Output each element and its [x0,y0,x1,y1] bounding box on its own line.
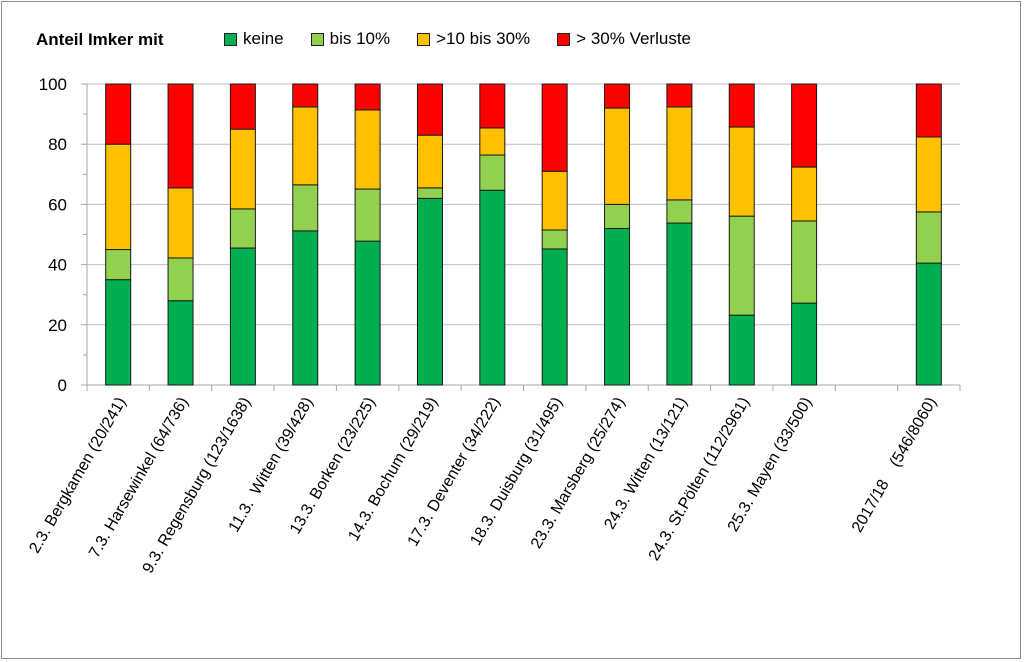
legend-swatch-verluste [557,32,571,46]
bar-segment-0 [915,262,942,386]
y-tick-label: 100 [39,75,67,94]
bar-segment-3 [229,83,256,130]
legend-item-bis-10: bis 10% [310,29,391,49]
bar-segment-1 [604,203,631,229]
legend-swatch-bis-10 [310,32,324,46]
bar-segment-1 [479,154,506,191]
bar-segment-1 [292,184,319,232]
bar-segment-1 [915,211,942,264]
legend-label-10-bis-30: >10 bis 30% [436,29,531,48]
bar-segment-1 [167,257,194,302]
bar-segment-2 [292,106,319,186]
bar-segment-2 [666,106,693,201]
legend: keine bis 10% >10 bis 30% > 30% Verluste [224,29,718,49]
bar-segment-0 [666,222,693,386]
bar-segment-3 [728,83,755,128]
y-tick-label: 20 [48,316,67,335]
bar-segment-2 [541,170,568,231]
bar-segment-0 [791,302,818,386]
bar-segment-0 [416,197,443,386]
bar-segment-3 [915,83,942,138]
bar-segment-2 [105,143,132,251]
bar-segment-3 [354,83,381,111]
y-tick-label: 80 [48,135,67,154]
bar-segment-1 [791,220,818,304]
x-tick-label: 9.3. Regensburg (123/1638) [140,395,255,577]
legend-label-verluste: > 30% Verluste [576,29,691,48]
bar-segment-1 [354,188,381,242]
legend-swatch-10-bis-30 [417,32,431,46]
bar-segment-1 [541,229,568,250]
bar-segment-0 [292,230,319,386]
y-tick-label: 60 [48,195,67,214]
y-tick-label: 0 [58,376,67,395]
bar-segment-0 [604,227,631,386]
bar-segment-3 [666,83,693,108]
bar-segment-2 [479,127,506,156]
legend-item-keine: keine [224,29,284,49]
legend-label-keine: keine [243,29,284,48]
bar-segment-0 [541,248,568,386]
bar-segment-2 [167,187,194,259]
x-tick-label: 2017/18 (546/8060) [849,395,940,536]
bar-segment-3 [105,83,132,145]
bar-segment-0 [728,314,755,386]
bar-segment-2 [728,126,755,217]
bar-segment-1 [416,187,443,199]
bar-segment-0 [105,279,132,386]
bar-segment-1 [666,199,693,224]
bar-segment-1 [728,215,755,316]
bar-segment-3 [416,83,443,136]
bar-segment-3 [541,83,568,172]
bar-segment-0 [354,240,381,386]
bar-segment-3 [479,83,506,129]
bar-segment-3 [292,83,319,108]
legend-title: Anteil Imker mit [36,30,164,49]
bar-segment-2 [354,109,381,190]
bar-segment-0 [167,300,194,386]
legend-item-verluste: > 30% Verluste [557,29,691,49]
legend-label-bis-10: bis 10% [329,29,391,48]
bar-segment-2 [416,134,443,189]
bar-segment-0 [479,189,506,386]
bar-segment-3 [791,83,818,168]
bar-segment-2 [915,136,942,213]
legend-swatch-keine [224,32,237,46]
bar-segment-2 [604,107,631,205]
y-tick-label: 40 [48,256,67,275]
bar-segment-1 [105,249,132,281]
legend-item-10-bis-30: >10 bis 30% [417,29,530,49]
bar-segment-2 [791,166,818,222]
bar-segment-3 [604,83,631,109]
bar-segment-3 [167,83,194,189]
bar-segment-0 [229,247,256,386]
bar-segment-2 [229,128,256,210]
bar-segment-1 [229,208,256,249]
